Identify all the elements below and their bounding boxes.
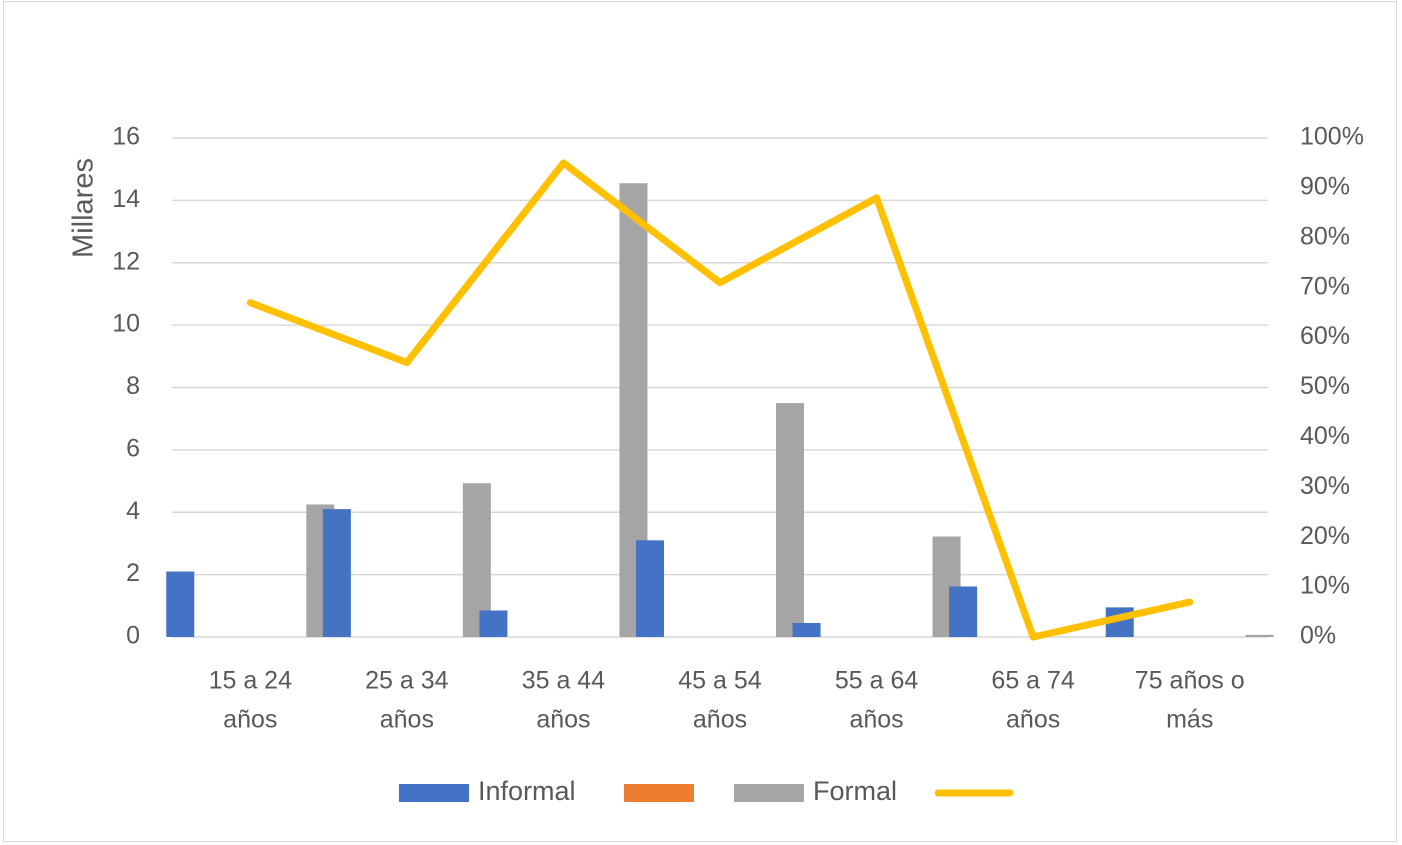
y-tick-label: 8 <box>126 372 140 400</box>
legend-label: Formal <box>813 776 897 806</box>
bar <box>776 403 804 637</box>
y2-tick-label: 10% <box>1300 572 1350 600</box>
category-axis: 15 a 24 años 25 a 34 años 35 a 44 años 45 a 54… <box>209 667 1245 734</box>
y-tick-label: 4 <box>126 497 140 525</box>
y-tick-label: 10 <box>112 310 140 338</box>
y2-tick-label: 80% <box>1300 222 1350 250</box>
legend: Informal Formal <box>399 776 1014 806</box>
x-tick-label: 55 a 64 <box>835 667 919 695</box>
x-tick-label: 75 años o <box>1135 667 1245 695</box>
bar <box>949 586 978 637</box>
bar <box>636 540 664 637</box>
bar <box>322 509 351 637</box>
x-tick-label: 25 a 34 <box>365 667 449 695</box>
x-tick-label: 65 a 74 <box>991 667 1075 695</box>
y2-tick-label: 90% <box>1300 173 1350 201</box>
legend-swatch <box>399 784 469 802</box>
y-tick-label: 14 <box>112 185 140 213</box>
y-axis-title: Millares <box>68 158 100 258</box>
bar <box>1245 634 1274 637</box>
x-tick-label: años <box>849 706 903 734</box>
y2-tick-label: 20% <box>1300 522 1350 550</box>
y-tick-label: 16 <box>112 123 140 151</box>
bar <box>166 571 195 637</box>
x-tick-label: 45 a 54 <box>678 667 762 695</box>
lines <box>246 159 1194 641</box>
y-tick-label: 2 <box>126 559 140 587</box>
bars <box>166 183 1274 638</box>
right-axis: 0% 10% 20% 30% 40% 50% 60% 70% 80% 90% 100% <box>1300 123 1364 650</box>
legend-swatch <box>734 784 804 802</box>
y2-tick-label: 70% <box>1300 272 1350 300</box>
y2-tick-label: 50% <box>1300 372 1350 400</box>
x-tick-label: 15 a 24 <box>209 667 293 695</box>
y2-tick-label: 100% <box>1300 123 1364 151</box>
y2-tick-label: 30% <box>1300 472 1350 500</box>
x-tick-label: años <box>536 706 590 734</box>
series-line <box>246 159 1194 641</box>
x-tick-label: años <box>693 706 747 734</box>
y2-tick-label: 40% <box>1300 422 1350 450</box>
x-tick-label: más <box>1166 706 1213 734</box>
chart-frame <box>3 1 1397 842</box>
y-tick-label: 12 <box>112 247 140 275</box>
x-tick-label: años <box>380 706 434 734</box>
y2-tick-label: 0% <box>1300 622 1336 650</box>
x-tick-label: años <box>1006 706 1060 734</box>
legend-swatch <box>624 784 694 802</box>
gridlines <box>172 137 1268 638</box>
bar <box>479 610 508 637</box>
y-tick-label: 6 <box>126 434 140 462</box>
y-tick-label: 0 <box>126 622 140 650</box>
x-tick-label: 35 a 44 <box>522 667 606 695</box>
bar <box>792 622 821 637</box>
x-tick-label: años <box>223 706 277 734</box>
left-axis: 0 2 4 6 8 10 12 14 16 <box>112 123 140 650</box>
y2-tick-label: 60% <box>1300 322 1350 350</box>
legend-label: Informal <box>478 776 576 806</box>
